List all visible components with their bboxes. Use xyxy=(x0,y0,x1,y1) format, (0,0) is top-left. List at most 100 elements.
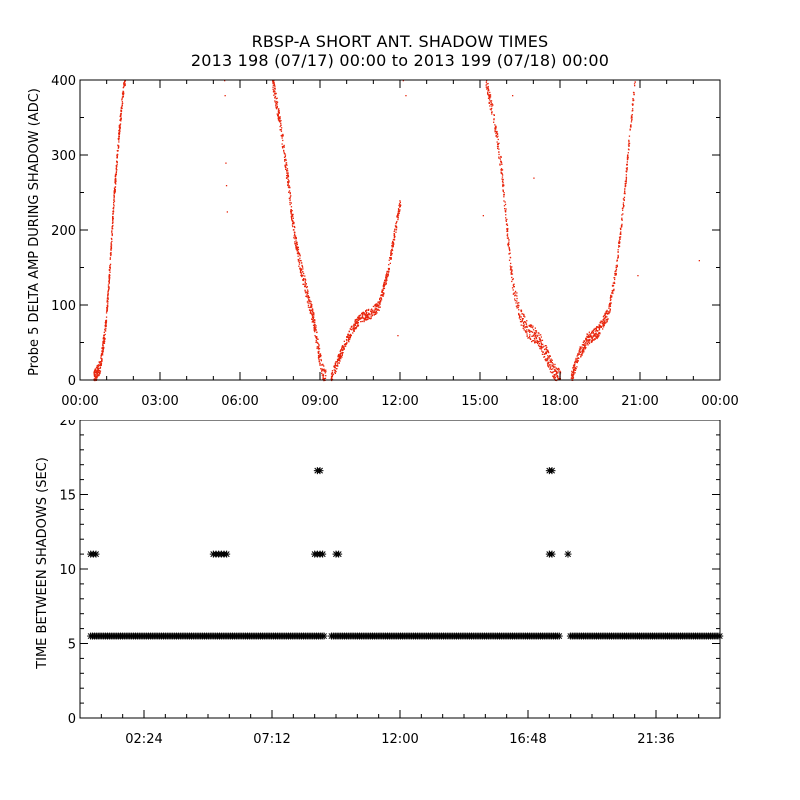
delta-amp-point xyxy=(317,351,319,353)
delta-amp-point xyxy=(610,294,612,296)
delta-amp-point xyxy=(112,212,114,214)
delta-amp-point xyxy=(535,330,538,332)
delta-amp-point xyxy=(357,321,359,323)
delta-amp-point xyxy=(486,80,488,82)
delta-amp-point xyxy=(115,183,117,185)
delta-amp-point xyxy=(391,252,393,255)
delta-amp-point xyxy=(399,203,401,206)
delta-amp-chart: 00:00 03:00 06:00 09:00 12:00 15:00 18:00 21:00… xyxy=(27,74,739,409)
delta-amp-point xyxy=(600,320,602,322)
delta-amp-point xyxy=(98,361,101,364)
delta-amp-point xyxy=(348,337,350,339)
delta-amp-point xyxy=(506,224,509,226)
delta-amp-point xyxy=(332,373,335,375)
delta-amp-point xyxy=(621,214,623,216)
delta-amp-point xyxy=(614,274,616,276)
delta-amp-point xyxy=(589,333,591,335)
delta-amp-point xyxy=(116,162,118,164)
delta-amp-point xyxy=(377,305,379,307)
delta-amp-point xyxy=(502,189,504,191)
delta-amp-point xyxy=(585,337,587,339)
delta-amp-point xyxy=(591,330,593,332)
delta-amp-point xyxy=(106,301,108,303)
delta-amp-point xyxy=(331,371,334,374)
delta-amp-point xyxy=(121,101,123,103)
delta-amp-point xyxy=(547,355,549,357)
delta-amp-point xyxy=(582,352,584,354)
delta-amp-point xyxy=(499,158,501,160)
delta-amp-point xyxy=(627,157,629,160)
delta-amp-point xyxy=(532,331,534,333)
delta-amp-point xyxy=(296,241,298,243)
delta-amp-point xyxy=(361,312,364,314)
delta-amp-outlier xyxy=(637,275,639,277)
delta-amp-point xyxy=(395,226,397,228)
delta-amp-point xyxy=(490,100,493,102)
delta-amp-point xyxy=(105,324,107,326)
delta-amp-point xyxy=(383,292,385,294)
delta-amp-point xyxy=(101,353,103,355)
shadow-interval-point xyxy=(335,550,343,558)
delta-amp-point xyxy=(616,266,618,268)
delta-amp-point xyxy=(100,357,102,360)
delta-amp-point xyxy=(505,214,507,216)
delta-amp-point xyxy=(119,128,121,130)
delta-amp-point xyxy=(540,342,542,344)
delta-amp-point xyxy=(504,211,507,213)
delta-amp-point xyxy=(553,377,556,379)
delta-amp-point xyxy=(281,127,283,129)
delta-amp-point xyxy=(554,378,556,380)
delta-amp-point xyxy=(557,376,559,378)
delta-amp-point xyxy=(601,322,604,324)
delta-amp-point xyxy=(357,317,359,319)
shadow-interval-point xyxy=(320,632,328,640)
delta-amp-point xyxy=(618,242,621,244)
delta-amp-point xyxy=(521,319,523,322)
delta-amp-point xyxy=(287,183,289,186)
delta-amp-point xyxy=(348,334,350,336)
delta-amp-point xyxy=(551,359,553,361)
delta-amp-point xyxy=(276,113,278,115)
delta-amp-point xyxy=(596,337,598,340)
delta-amp-point xyxy=(121,106,123,108)
delta-amp-point xyxy=(375,305,378,308)
delta-amp-point xyxy=(115,171,118,173)
delta-amp-point xyxy=(105,325,107,328)
delta-amp-point xyxy=(313,329,315,332)
delta-amp-point xyxy=(317,345,319,348)
delta-amp-point xyxy=(542,351,545,353)
delta-amp-point xyxy=(487,92,489,95)
delta-amp-point xyxy=(276,100,278,103)
delta-amp-point xyxy=(303,283,305,285)
delta-amp-point xyxy=(97,364,99,366)
delta-amp-point xyxy=(540,344,543,346)
delta-amp-point xyxy=(365,317,367,320)
delta-amp-point xyxy=(116,157,118,159)
delta-amp-point xyxy=(552,368,554,370)
delta-amp-point xyxy=(317,338,319,340)
delta-amp-point xyxy=(349,334,351,336)
delta-amp-point xyxy=(294,235,297,237)
delta-amp-point xyxy=(589,338,591,341)
delta-amp-point xyxy=(311,313,313,315)
delta-amp-point xyxy=(495,127,497,129)
delta-amp-xtick-label: 21:00 xyxy=(621,394,658,409)
delta-amp-outlier xyxy=(225,162,227,164)
delta-amp-point xyxy=(322,378,324,380)
delta-amp-point xyxy=(494,131,496,133)
delta-amp-point xyxy=(119,119,121,121)
delta-amp-point xyxy=(285,162,288,164)
delta-amp-point xyxy=(278,112,280,114)
delta-amp-point xyxy=(626,159,629,161)
delta-amp-point xyxy=(272,91,275,93)
delta-amp-point xyxy=(602,319,604,321)
delta-amp-point xyxy=(283,149,285,152)
delta-amp-point xyxy=(97,366,99,368)
delta-amp-point xyxy=(582,351,584,353)
delta-amp-point xyxy=(111,228,113,230)
delta-amp-point xyxy=(548,356,550,358)
delta-amp-point xyxy=(523,329,525,331)
delta-amp-point xyxy=(608,307,610,309)
delta-amp-point xyxy=(290,212,292,214)
delta-amp-point xyxy=(323,365,325,367)
